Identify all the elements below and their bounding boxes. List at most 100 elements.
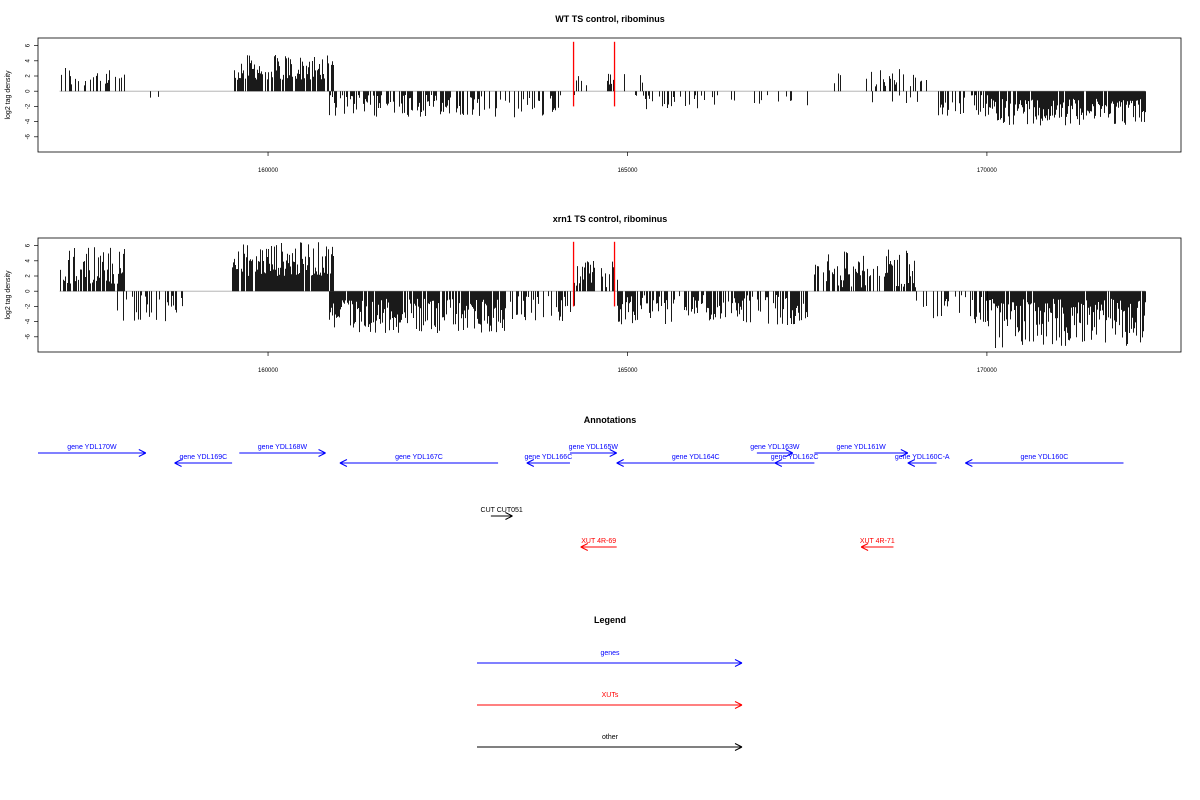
x-tick-label: 170000	[977, 368, 998, 374]
arrow-head	[505, 515, 513, 520]
feature-label: gene YDL164C	[672, 454, 720, 461]
x-tick-label: 165000	[617, 168, 638, 174]
arrow-head	[580, 543, 588, 548]
arrow-head	[318, 449, 326, 454]
plot-frame	[37, 37, 1182, 153]
y-tick-label: -4	[26, 118, 32, 124]
arrow-head	[318, 452, 326, 457]
feature-arrow	[239, 449, 326, 457]
signal-bars	[61, 55, 1146, 126]
x-tick-label: 165000	[617, 368, 638, 374]
feature-arrow	[907, 459, 937, 467]
feature-label: gene YDL163W	[750, 444, 800, 451]
arrow-head	[907, 462, 916, 467]
arrow-head	[609, 449, 617, 454]
arrow-head	[860, 546, 869, 551]
x-tick-label: 160000	[258, 168, 279, 174]
feature-arrow	[616, 459, 775, 467]
legend-arrow	[477, 701, 743, 709]
y-tick-label: 2	[26, 74, 32, 78]
arrow-head	[774, 462, 783, 467]
arrow-head	[965, 459, 973, 464]
arrow-head	[900, 449, 909, 454]
legend-panel: Legend genes XUTs other	[477, 615, 743, 751]
legend-label: genes	[600, 650, 620, 657]
feature-arrow	[965, 459, 1124, 467]
arrow-head	[609, 452, 617, 457]
arrow-head	[580, 546, 588, 551]
y-tick-label: -6	[26, 133, 32, 139]
arrow-head	[339, 462, 348, 467]
y-tick-label: 0	[26, 289, 32, 293]
feature-label: gene YDL167C	[395, 454, 443, 461]
feature-arrow	[526, 459, 570, 467]
panel-title: xrn1 TS control, ribominus	[553, 214, 668, 224]
feature-arrow	[580, 543, 617, 551]
feature-arrow	[174, 459, 233, 467]
annotations-title: Annotations	[584, 415, 637, 425]
arrow-head	[138, 449, 147, 454]
feature-label: CUT CUT051	[481, 507, 523, 514]
feature-label: gene YDL160C-A	[895, 454, 950, 461]
arrow-head	[616, 462, 624, 467]
legend-label: other	[602, 734, 619, 741]
arrow-head	[526, 462, 535, 467]
plot-frame	[37, 237, 1182, 353]
feature-arrow	[339, 459, 499, 467]
arrow-head	[505, 512, 513, 517]
y-tick-label: -2	[26, 303, 32, 309]
feature-label: gene YDL166C	[525, 454, 573, 461]
arrow-head	[734, 701, 743, 706]
y-axis-label: log2 tag density	[5, 270, 12, 320]
arrow-head	[734, 743, 743, 748]
y-tick-label: 4	[26, 258, 32, 262]
x-tick-label: 170000	[977, 168, 998, 174]
feature-label: XUT 4R-71	[860, 538, 895, 545]
feature-label: gene YDL168W	[258, 444, 308, 451]
arrow-head	[174, 459, 182, 464]
feature-arrow	[490, 512, 513, 520]
y-tick-label: 6	[26, 43, 32, 47]
arrow-head	[138, 452, 147, 457]
arrow-head	[965, 462, 973, 467]
legend-title: Legend	[594, 615, 626, 625]
legend-arrow	[477, 743, 743, 751]
feature-arrow	[774, 459, 815, 467]
feature-arrow	[569, 449, 617, 457]
feature-label: gene YDL165W	[569, 444, 619, 451]
feature-label: gene YDL161W	[836, 444, 886, 451]
arrow-head	[907, 459, 916, 464]
wt-track-panel: WT TS control, ribominus log2 tag density…	[5, 14, 1182, 174]
panel-title: WT TS control, ribominus	[555, 14, 665, 24]
feature-arrow	[756, 449, 794, 457]
x-tick-label: 160000	[258, 368, 279, 374]
legend-arrow	[477, 659, 743, 667]
arrow-head	[174, 462, 182, 467]
arrow-head	[860, 543, 869, 548]
feature-label: gene YDL170W	[67, 444, 117, 451]
feature-label: gene YDL160C	[1021, 454, 1069, 461]
feature-arrow	[814, 449, 909, 457]
signal-bars	[60, 242, 1146, 348]
arrow-head	[900, 452, 909, 457]
arrow-head	[774, 459, 783, 464]
y-tick-label: -4	[26, 318, 32, 324]
arrow-head	[785, 449, 794, 454]
legend-label: XUTs	[602, 692, 619, 699]
annotations-panel: Annotations gene YDL170W gene YDL169C gene…	[38, 415, 1124, 551]
feature-arrow	[38, 449, 147, 457]
xrn1-track-panel: xrn1 TS control, ribominus log2 tag densi…	[5, 214, 1182, 374]
y-tick-label: 0	[26, 89, 32, 93]
feature-label: gene YDL169C	[179, 454, 227, 461]
feature-label: gene YDL162C	[771, 454, 819, 461]
y-tick-label: -2	[26, 103, 32, 109]
feature-label: XUT 4R-69	[581, 538, 616, 545]
arrow-head	[734, 659, 743, 664]
arrow-head	[616, 459, 624, 464]
arrow-head	[734, 662, 743, 667]
y-tick-label: 2	[26, 274, 32, 278]
arrow-head	[526, 459, 535, 464]
y-tick-label: 4	[26, 58, 32, 62]
